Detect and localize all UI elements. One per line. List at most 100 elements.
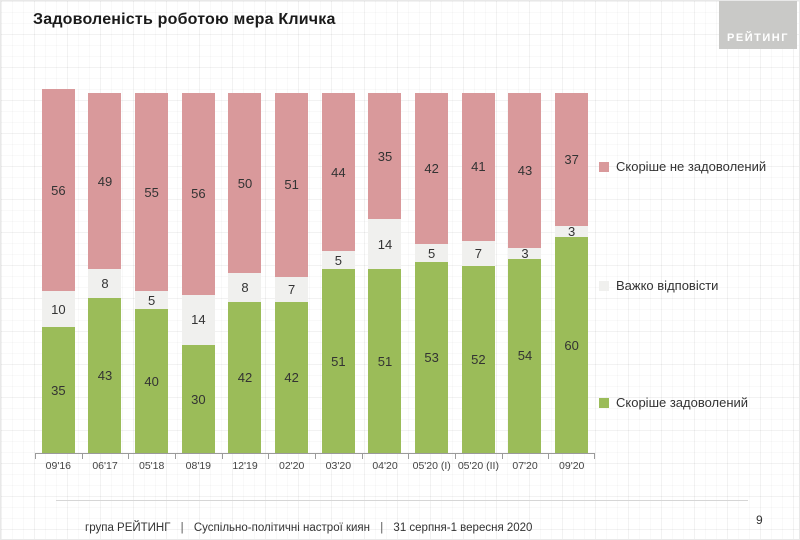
x-axis-label: 12'19 [232,460,258,472]
bar-12'19: 50 8 42 [222,93,269,453]
stacked-bar: 50 8 42 [228,93,262,453]
stacked-bar: 42 5 53 [415,93,449,453]
bar-segment: 60 [555,237,589,453]
footer-date: 31 серпня-1 вересня 2020 [393,522,533,534]
bar-05'20 (II): 41 7 52 [455,93,502,453]
bar-segment: 30 [181,345,215,453]
axis-tick [361,454,363,459]
bar-value-label: 56 [51,182,66,198]
stacked-bar: 56 10 35 [41,89,75,453]
bar-value-label: 35 [377,148,393,164]
stacked-bar: 44 5 51 [321,93,355,453]
bar-segment: 50 [228,93,262,274]
bar-segment: 8 [228,273,262,302]
bar-value-label: 5 [334,252,342,268]
rating-logo-text: РЕЙТИНГ [727,32,789,44]
bar-value-label: 52 [471,351,486,367]
bar-segment: 5 [135,291,169,309]
axis-tick [175,454,176,459]
bar-value-label: 50 [237,175,253,191]
x-axis-label: 05'18 [138,460,165,472]
bar-value-label: 35 [51,382,66,398]
page-number: 9 [756,513,763,527]
x-axis-label: 09'16 [45,460,72,472]
stacked-bar: 43 3 54 [508,93,542,453]
bar-value-label: 3 [568,224,576,240]
bar-value-label: 55 [144,184,159,200]
footer-divider [56,500,748,501]
bar-segment: 5 [415,244,449,263]
bar-segment: 35 [41,327,75,453]
footer-study: Суспільно-політичні настрої киян [193,522,371,534]
legend-item: Скоріше не задоволений [599,159,766,174]
bar-value-label: 51 [331,353,346,369]
axis-tick [594,454,595,459]
bar-value-label: 43 [97,368,113,384]
x-axis-label: 06'17 [92,460,118,472]
stacked-bar: 55 5 40 [135,93,169,453]
bar-value-label: 3 [521,245,529,261]
bar-segment: 44 [321,93,355,252]
bar-segment: 41 [461,93,495,241]
bar-value-label: 51 [284,177,299,193]
axis-tick [268,454,270,459]
bar-segment: 35 [368,93,402,220]
stacked-bar: 37 3 60 [555,93,589,453]
bar-value-label: 40 [144,373,159,389]
bar-05'20 (I): 42 5 53 [408,93,455,453]
x-axis-label: 05'20 (I) [412,460,451,472]
bar-segment: 42 [275,301,309,453]
bar-value-label: 60 [564,337,579,353]
bar-segment: 37 [555,93,589,227]
x-axis-labels: 09'16 06'17 05'18 08'19 12'19 02'20 03'20 04'20… [35,460,595,472]
bar-segment: 7 [461,240,495,266]
bar-value-label: 42 [237,369,253,385]
page-title: Задоволеність роботою мера Кличка [33,11,336,28]
axis-tick [501,454,503,459]
bar-segment: 56 [181,93,215,295]
axis-tick [81,454,83,459]
bar-03'20: 44 5 51 [315,93,362,453]
x-axis-label: 08'19 [185,460,212,472]
axis-tick [315,454,316,459]
bar-05'18: 55 5 40 [128,93,175,453]
bar-segment: 42 [228,301,262,453]
stacked-bar: 51 7 42 [275,93,309,453]
axis-tick [548,454,550,459]
bar-06'17: 49 8 43 [82,93,129,453]
bar-value-label: 10 [51,301,66,317]
footer-separator: | [180,522,184,534]
axis-tick [128,454,130,459]
bar-segment: 14 [368,219,402,270]
bar-segment: 42 [415,93,449,245]
bar-segment: 7 [275,276,309,302]
bar-value-label: 14 [191,312,206,328]
bar-segment: 10 [41,291,75,327]
bar-value-label: 54 [517,348,533,364]
bar-07'20: 43 3 54 [502,93,549,453]
bar-value-label: 8 [241,279,249,295]
chart-legend: Скоріше не задоволений Важко відповісти Ск… [599,1,799,481]
bar-segment: 14 [181,294,215,345]
x-axis-line [35,453,595,454]
bar-04'20: 35 14 51 [362,93,409,453]
bar-value-label: 8 [101,276,109,292]
legend-swatch-icon [599,161,609,172]
bar-value-label: 56 [191,186,206,202]
x-axis-label: 04'20 [372,460,398,472]
axis-tick [35,454,36,459]
bar-value-label: 53 [424,350,439,366]
footer-separator: | [380,522,384,534]
bar-segment: 51 [275,93,309,277]
bar-segment: 40 [135,309,169,453]
stacked-bar: 56 14 30 [181,93,215,453]
x-axis-label: 03'20 [325,460,352,472]
bar-value-label: 44 [331,164,346,180]
bar-segment: 51 [368,269,402,453]
bar-09'20: 37 3 60 [548,93,595,453]
x-axis-label: 05'20 (II) [457,460,499,472]
bar-value-label: 37 [564,152,579,168]
bar-value-label: 14 [377,236,393,252]
stacked-bar: 41 7 52 [461,93,495,453]
